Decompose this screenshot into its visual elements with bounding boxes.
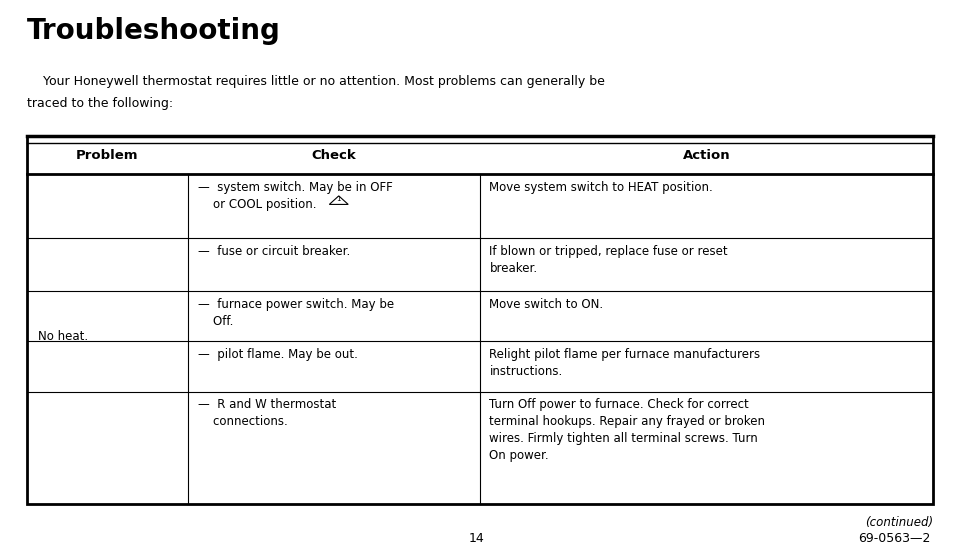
Text: Problem: Problem [76, 149, 138, 162]
Text: No heat.: No heat. [38, 330, 89, 343]
Text: Troubleshooting: Troubleshooting [27, 17, 280, 45]
Text: —  R and W thermostat
    connections.: — R and W thermostat connections. [197, 398, 335, 428]
Text: (continued): (continued) [864, 516, 932, 529]
Text: Your Honeywell thermostat requires little or no attention. Most problems can gen: Your Honeywell thermostat requires littl… [27, 75, 604, 88]
Text: —  fuse or circuit breaker.: — fuse or circuit breaker. [197, 245, 350, 258]
Text: If blown or tripped, replace fuse or reset
breaker.: If blown or tripped, replace fuse or res… [489, 245, 727, 275]
Text: Relight pilot flame per furnace manufacturers
instructions.: Relight pilot flame per furnace manufact… [489, 348, 760, 378]
Text: 1: 1 [336, 196, 340, 202]
Text: Move switch to ON.: Move switch to ON. [489, 298, 603, 311]
Text: —  furnace power switch. May be
    Off.: — furnace power switch. May be Off. [197, 298, 394, 328]
Text: traced to the following:: traced to the following: [27, 97, 172, 110]
Text: Action: Action [682, 149, 729, 162]
Text: Move system switch to HEAT position.: Move system switch to HEAT position. [489, 181, 713, 194]
Text: 69-0563—2: 69-0563—2 [857, 532, 929, 545]
Text: Turn Off power to furnace. Check for correct
terminal hookups. Repair any frayed: Turn Off power to furnace. Check for cor… [489, 398, 764, 462]
Text: Check: Check [312, 149, 356, 162]
Text: 14: 14 [469, 532, 484, 545]
Text: —  system switch. May be in OFF
    or COOL position.: — system switch. May be in OFF or COOL p… [197, 181, 392, 211]
Bar [27, 136, 932, 504]
Text: —  pilot flame. May be out.: — pilot flame. May be out. [197, 348, 357, 361]
